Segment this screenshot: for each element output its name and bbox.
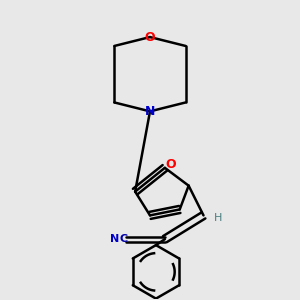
Text: C: C [119, 234, 127, 244]
Text: H: H [214, 213, 223, 224]
Text: O: O [145, 31, 155, 44]
Text: N: N [110, 234, 119, 244]
Text: N: N [145, 105, 155, 118]
Text: O: O [166, 158, 176, 171]
